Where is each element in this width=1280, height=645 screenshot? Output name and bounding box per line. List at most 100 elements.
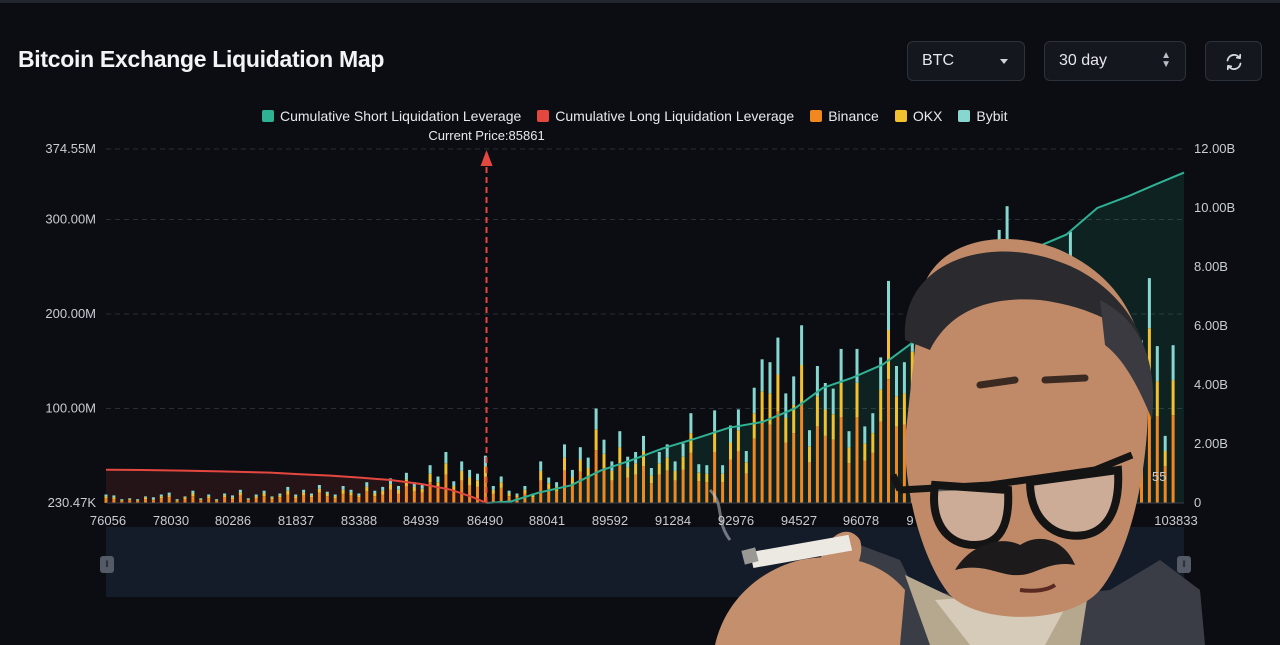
bar-binance <box>523 493 527 503</box>
bar-bybit <box>697 464 701 473</box>
bar-okx <box>144 497 147 500</box>
bar-okx <box>238 492 242 496</box>
refresh-button[interactable] <box>1205 41 1262 81</box>
bar-bybit <box>302 489 306 493</box>
bar-binance <box>721 482 725 503</box>
y-right-tick-label: 8.00B <box>1194 259 1228 274</box>
bar-bybit <box>1171 345 1175 381</box>
bar-binance <box>231 499 234 503</box>
bar-okx <box>199 499 203 501</box>
bar-okx <box>120 500 124 502</box>
bar-bybit <box>136 499 140 501</box>
bar-binance <box>547 488 551 503</box>
bar-binance <box>642 466 645 503</box>
bar-bybit <box>452 481 456 486</box>
bar-okx <box>760 391 764 424</box>
bar-okx <box>112 497 116 500</box>
bar-okx <box>428 473 432 483</box>
bar-okx <box>444 463 448 475</box>
bar-bybit <box>665 444 669 458</box>
bar-okx <box>468 477 472 486</box>
bar-bybit <box>246 498 250 500</box>
y-right-tick-label: 10.00B <box>1194 200 1235 215</box>
bar-okx <box>721 473 725 483</box>
bar-bybit <box>270 496 274 498</box>
current-price-label: Current Price:85861 <box>428 128 544 143</box>
bar-bybit <box>349 489 353 493</box>
legend-swatch <box>537 110 550 122</box>
bar-bybit <box>144 496 147 498</box>
zoom-handle-left[interactable]: ‖ <box>100 556 114 573</box>
bar-binance <box>578 471 582 503</box>
legend-label: Cumulative Long Liquidation Leverage <box>555 108 795 124</box>
bar-binance <box>278 497 282 503</box>
bar-binance <box>800 404 804 503</box>
legend-swatch <box>810 110 823 122</box>
time-range-select[interactable]: 30 day ▲ ▼ <box>1044 41 1186 81</box>
legend-item-long-cumulative[interactable]: Cumulative Long Liquidation Leverage <box>537 106 794 126</box>
bar-okx <box>626 467 630 478</box>
bar-okx <box>649 475 653 484</box>
asset-select[interactable]: BTC <box>907 41 1025 81</box>
bar-okx <box>476 480 479 487</box>
bar-bybit <box>871 413 875 433</box>
bar-bybit <box>428 465 432 474</box>
bar-binance <box>349 495 353 503</box>
bar-bybit <box>420 485 424 489</box>
zoom-handle-right[interactable]: ‖ <box>1177 556 1191 573</box>
bar-binance <box>144 499 147 503</box>
bar-okx <box>349 492 353 496</box>
bar-binance <box>302 495 306 503</box>
bar-okx <box>310 495 313 498</box>
bar-bybit <box>847 431 851 448</box>
bar-bybit <box>523 486 527 490</box>
bar-bybit <box>357 493 361 496</box>
bar-okx <box>341 489 345 494</box>
bar-bybit <box>159 494 163 497</box>
legend-item-short-cumulative[interactable]: Cumulative Short Liquidation Leverage <box>262 106 521 126</box>
bar-binance <box>199 500 203 503</box>
bar-bybit <box>902 362 906 394</box>
bar-bybit <box>104 494 108 497</box>
bar-bybit <box>294 494 298 497</box>
bar-okx <box>246 499 250 501</box>
bar-okx <box>618 447 622 464</box>
bar-okx <box>815 396 819 427</box>
legend-item-bybit[interactable]: Bybit <box>958 106 1008 126</box>
bar-okx <box>262 493 266 497</box>
bar-okx <box>547 483 551 489</box>
bar-okx <box>191 493 195 497</box>
bar-binance <box>776 411 780 503</box>
legend-swatch <box>894 110 907 122</box>
bar-bybit <box>397 486 400 490</box>
bar-binance <box>792 433 796 503</box>
bar-bybit <box>681 443 685 457</box>
bar-okx <box>705 473 709 483</box>
y-right-tick-label: 4.00B <box>1194 377 1228 392</box>
bar-binance <box>112 499 116 503</box>
bar-okx <box>531 495 535 498</box>
bar-binance <box>507 496 511 503</box>
bar-binance <box>649 483 653 503</box>
x-tick-label: 86490 <box>467 513 503 528</box>
bar-okx <box>254 496 258 499</box>
bar-okx <box>1163 451 1167 467</box>
legend-item-binance[interactable]: Binance <box>810 106 879 126</box>
bar-okx <box>570 477 574 486</box>
legend-label: Cumulative Short Liquidation Leverage <box>280 108 522 124</box>
bar-okx <box>902 393 906 425</box>
bar-binance <box>815 426 819 503</box>
legend-item-okx[interactable]: OKX <box>894 106 942 126</box>
bar-binance <box>389 489 392 503</box>
x-tick-label: 88041 <box>529 513 565 528</box>
bar-okx <box>136 500 140 502</box>
bar-binance <box>887 379 890 503</box>
bar-bybit <box>151 497 155 500</box>
bar-bybit <box>278 493 282 496</box>
bar-okx <box>823 409 827 436</box>
bar-bybit <box>808 430 811 447</box>
bar-binance <box>333 498 337 503</box>
legend-swatch <box>262 110 274 122</box>
x-tick-label: 91284 <box>655 513 691 528</box>
bar-binance <box>215 501 219 503</box>
